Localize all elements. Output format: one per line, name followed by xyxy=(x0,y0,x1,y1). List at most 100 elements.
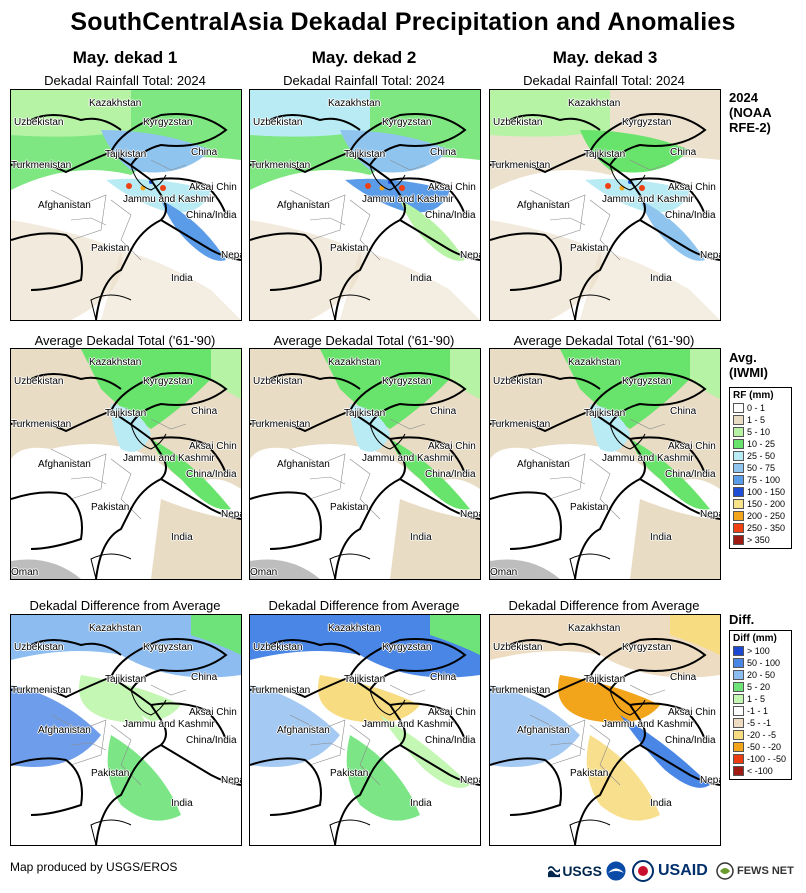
rf-legend-swatch xyxy=(733,439,744,449)
map-difference-dekad-2: Kazakhstan Uzbekistan Kyrgyzstan Tajikistan… xyxy=(249,614,481,846)
map-label-jammu-kashmir: Jammu and Kashmir xyxy=(602,453,694,464)
diff-legend-item: -100 - -50 xyxy=(733,753,791,765)
diff-legend-item: -50 - -20 xyxy=(733,741,791,753)
map-label-afghanistan: Afghanistan xyxy=(517,725,570,736)
rf-legend-item: > 350 xyxy=(733,534,791,546)
map-label-uzbekistan: Uzbekistan xyxy=(14,376,64,387)
map-label-kyrgyzstan: Kyrgyzstan xyxy=(382,642,432,653)
rf-legend-swatch xyxy=(733,403,744,413)
rf-legend-label: 25 - 50 xyxy=(747,451,776,461)
map-label-tajikistan: Tajikistan xyxy=(344,149,386,160)
map-label-afghanistan: Afghanistan xyxy=(38,459,91,470)
map-difference-dekad-1: Kazakhstan Uzbekistan Kyrgyzstan Tajikistan… xyxy=(10,614,242,846)
main-title: SouthCentralAsia Dekadal Precipitation a… xyxy=(70,8,736,36)
map-label-china-india: China/India xyxy=(186,210,237,221)
map-label-afghanistan: Afghanistan xyxy=(38,725,91,736)
diff-legend-label: > 100 xyxy=(747,646,770,656)
map-label-india: India xyxy=(410,532,432,543)
rf-legend: RF (mm) 0 - 1 1 - 5 5 - 10 10 - 25 25 - 50 50… xyxy=(729,387,792,549)
map-label-india: India xyxy=(410,273,432,284)
diff-legend-swatch xyxy=(733,658,744,668)
map-label-china-india: China/India xyxy=(186,735,237,746)
map-label-tajikistan: Tajikistan xyxy=(344,408,386,419)
rf-legend-label: 250 - 350 xyxy=(747,523,786,533)
column-header-dekad-1: May. dekad 1 xyxy=(72,48,178,67)
map-label-turkmenistan: Turkmenistan xyxy=(11,685,72,696)
map-label-afghanistan: Afghanistan xyxy=(517,200,570,211)
map-label-jammu-kashmir: Jammu and Kashmir xyxy=(602,194,694,205)
map-label-pakistan: Pakistan xyxy=(330,502,369,513)
map-label-kyrgyzstan: Kyrgyzstan xyxy=(382,117,432,128)
diff-legend-item: 5 - 20 xyxy=(733,681,791,693)
map-label-uzbekistan: Uzbekistan xyxy=(493,376,543,387)
map-label-pakistan: Pakistan xyxy=(91,502,130,513)
map-label-tajikistan: Tajikistan xyxy=(584,149,626,160)
map-label-jammu-kashmir: Jammu and Kashmir xyxy=(362,194,454,205)
map-label-kazakhstan: Kazakhstan xyxy=(568,98,621,109)
map-label-india: India xyxy=(171,798,193,809)
diff-legend-swatch xyxy=(733,766,744,776)
map-label-oman: Oman xyxy=(250,567,278,578)
map-label-pakistan: Pakistan xyxy=(91,243,130,254)
map-label-uzbekistan: Uzbekistan xyxy=(253,642,303,653)
map-label-aksai-chin: Aksai Chin xyxy=(189,182,237,193)
diff-legend-label: -100 - -50 xyxy=(747,754,787,764)
map-label-nepal: Nepal xyxy=(700,509,720,520)
panel-title-rainfall-2: Dekadal Rainfall Total: 2024 xyxy=(283,73,445,88)
map-graphic xyxy=(11,90,241,320)
map-label-kyrgyzstan: Kyrgyzstan xyxy=(143,117,193,128)
map-label-kyrgyzstan: Kyrgyzstan xyxy=(622,117,672,128)
map-label-kyrgyzstan: Kyrgyzstan xyxy=(622,376,672,387)
diff-legend-swatch xyxy=(733,718,744,728)
map-label-tajikistan: Tajikistan xyxy=(584,674,626,685)
rf-legend-item: 100 - 150 xyxy=(733,486,791,498)
map-rainfall-dekad-3: Kazakhstan Uzbekistan Kyrgyzstan Tajikistan… xyxy=(489,89,721,321)
map-label-china-india: China/India xyxy=(425,210,476,221)
diff-legend-swatch xyxy=(733,694,744,704)
panel-title-average-3: Average Dekadal Total ('61-'90) xyxy=(513,333,695,348)
map-label-kazakhstan: Kazakhstan xyxy=(89,357,142,368)
panel-title-rainfall-3: Dekadal Rainfall Total: 2024 xyxy=(523,73,685,88)
map-graphic xyxy=(250,90,480,320)
row-label-difference: Diff. xyxy=(729,612,755,627)
map-label-nepal: Nepal xyxy=(460,509,480,520)
diff-legend-label: 50 - 100 xyxy=(747,658,781,668)
map-label-turkmenistan: Turkmenistan xyxy=(250,419,311,430)
map-label-tajikistan: Tajikistan xyxy=(584,408,626,419)
logo-strip: USGS NOAA USAID FEWS NET xyxy=(548,858,800,884)
map-label-china: China xyxy=(670,672,697,683)
map-label-turkmenistan: Turkmenistan xyxy=(490,160,551,171)
map-rainfall-dekad-1: Kazakhstan Uzbekistan Kyrgyzstan Tajikistan… xyxy=(10,89,242,321)
map-difference-dekad-3: Kazakhstan Uzbekistan Kyrgyzstan Tajikistan… xyxy=(489,614,721,846)
map-label-aksai-chin: Aksai Chin xyxy=(668,182,716,193)
usgs-logo: USGS xyxy=(548,858,602,884)
diff-legend-item: 50 - 100 xyxy=(733,657,791,669)
map-label-kazakhstan: Kazakhstan xyxy=(89,623,142,634)
diff-legend-swatch xyxy=(733,730,744,740)
rf-legend-swatch xyxy=(733,475,744,485)
diff-legend-swatch xyxy=(733,706,744,716)
noaa-logo: NOAA xyxy=(605,858,629,884)
map-label-nepal: Nepal xyxy=(460,250,480,261)
map-label-china-india: China/India xyxy=(665,210,716,221)
diff-legend-item: -5 - -1 xyxy=(733,717,791,729)
diff-legend-swatch xyxy=(733,670,744,680)
diff-legend-item: 1 - 5 xyxy=(733,693,791,705)
rf-legend-swatch xyxy=(733,511,744,521)
rf-legend-label: 75 - 100 xyxy=(747,475,781,485)
rf-legend-item: 25 - 50 xyxy=(733,450,791,462)
footer-credit: Map produced by USGS/EROS xyxy=(10,860,178,874)
row-label-average: Avg. (IWMI) xyxy=(729,350,768,380)
panel-title-rainfall-1: Dekadal Rainfall Total: 2024 xyxy=(44,73,206,88)
diff-legend: Diff (mm) > 100 50 - 100 20 - 50 5 - 20 1 - … xyxy=(729,630,792,780)
diff-legend-swatch xyxy=(733,742,744,752)
row-label-rainfall: 2024 (NOAA RFE-2) xyxy=(729,90,772,135)
diff-legend-label: -50 - -20 xyxy=(747,742,782,752)
map-label-pakistan: Pakistan xyxy=(570,243,609,254)
rf-legend-item: 50 - 75 xyxy=(733,462,791,474)
rf-legend-label: 200 - 250 xyxy=(747,511,786,521)
fewsnet-logo: FEWS NET xyxy=(716,858,800,884)
map-label-turkmenistan: Turkmenistan xyxy=(490,685,551,696)
map-label-afghanistan: Afghanistan xyxy=(277,725,330,736)
panel-title-difference-3: Dekadal Difference from Average xyxy=(508,598,700,613)
